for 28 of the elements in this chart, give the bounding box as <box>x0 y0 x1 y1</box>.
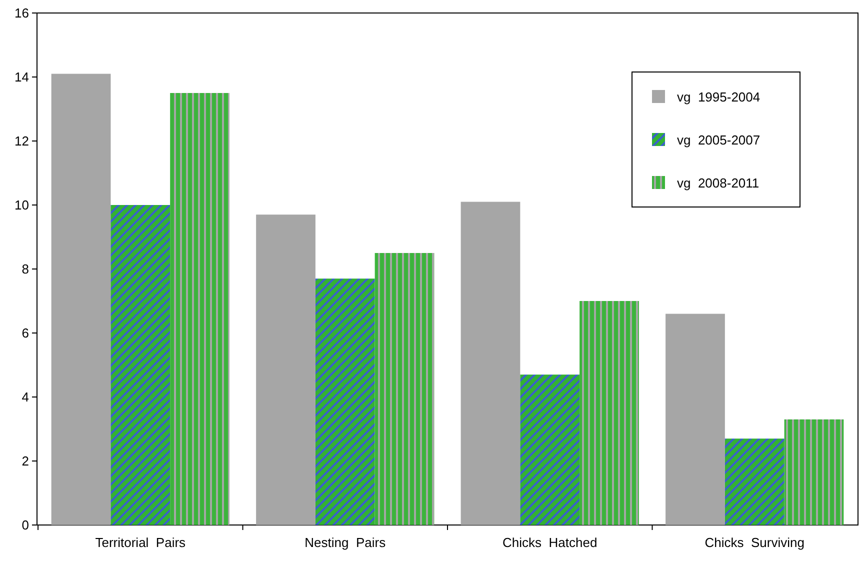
bar <box>315 278 375 525</box>
legend-label: vg 2005-2007 <box>677 132 760 148</box>
legend-label: vg 2008-2011 <box>677 176 760 191</box>
y-tick-label: 6 <box>22 326 29 341</box>
bar <box>724 438 784 525</box>
bar <box>520 374 580 525</box>
bar <box>580 301 639 525</box>
y-tick-label: 8 <box>22 262 29 277</box>
y-tick-label: 16 <box>14 6 29 21</box>
bar <box>666 314 725 525</box>
bar <box>170 93 230 525</box>
x-tick-label: Chicks Hatched <box>502 535 598 550</box>
y-tick-label: 2 <box>22 454 29 469</box>
bar <box>51 74 111 525</box>
x-tick-label: Territorial Pairs <box>95 535 186 550</box>
y-tick-label: 14 <box>14 70 29 85</box>
y-tick-label: 12 <box>14 134 29 149</box>
x-tick-label: Chicks Surviving <box>704 535 804 550</box>
bar <box>256 214 316 525</box>
y-tick-label: 4 <box>22 390 29 405</box>
y-tick-label: 10 <box>14 198 29 213</box>
bar <box>374 253 434 525</box>
legend-label: vg 1995-2004 <box>677 90 760 105</box>
bar <box>460 202 520 525</box>
bar <box>110 205 170 525</box>
x-tick-label: Nesting Pairs <box>304 535 386 550</box>
bar <box>784 419 844 525</box>
y-tick-label: 0 <box>22 518 29 533</box>
